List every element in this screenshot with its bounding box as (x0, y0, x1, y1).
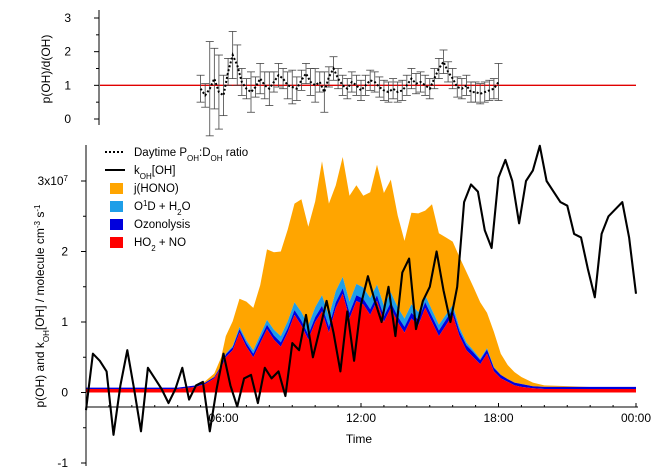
area-ho2-no (86, 293, 636, 393)
upper-y-tick-label: 2 (64, 45, 71, 59)
legend-label-o1d: O1D + H2O (134, 199, 191, 217)
lower-y-tick-label: 3x107 (38, 174, 69, 189)
lower-y-tick-label: 2 (61, 245, 68, 259)
lower-y-tick-label: -1 (57, 456, 68, 468)
legend-label-ozo: Ozonolysis (134, 219, 190, 231)
legend-label-koh: kOH[OH] (134, 165, 175, 181)
production-panel: -1 0 1 2 3x107 06:00 12:00 18:00 00:00 Time p(OH) … (33, 144, 651, 468)
upper-y-tick-label: 3 (64, 11, 71, 25)
legend-key-o1d (110, 201, 123, 212)
x-tick-label: 00:00 (621, 411, 651, 425)
upper-y-tick-label: 1 (64, 78, 71, 92)
area-o1d-h2o (86, 276, 636, 388)
ratio-panel: 0 1 2 3 p(OH)/d(OH) (39, 10, 636, 137)
x-axis-label: Time (346, 432, 373, 446)
area-j-hono (86, 157, 636, 388)
legend: Daytime POH:DOH ratio kOH[OH] j(HONO) O1D +… (105, 147, 248, 253)
lower-y-axis-label: p(OH) and kOH[OH] / molecule cm-3 s-1 (33, 204, 51, 408)
legend-key-hono (110, 183, 123, 194)
legend-label-hono: j(HONO) (133, 183, 179, 195)
lower-y-tick-label: 1 (61, 315, 68, 329)
x-tick-label: 06:00 (208, 411, 238, 425)
koh-oh-line (84, 144, 638, 436)
legend-key-ozo (110, 219, 123, 230)
upper-y-tick-label: 0 (64, 112, 71, 126)
x-tick-label: 12:00 (346, 411, 376, 425)
x-tick-label: 18:00 (483, 411, 513, 425)
legend-key-ho2 (110, 237, 123, 248)
legend-label-ho2: HO2 + NO (134, 237, 186, 253)
lower-y-tick-label: 0 (61, 386, 68, 400)
legend-label-ratio: Daytime POH:DOH ratio (134, 147, 248, 163)
ratio-dotted-series (199, 52, 500, 98)
upper-y-axis-label: p(OH)/d(OH) (39, 35, 53, 104)
